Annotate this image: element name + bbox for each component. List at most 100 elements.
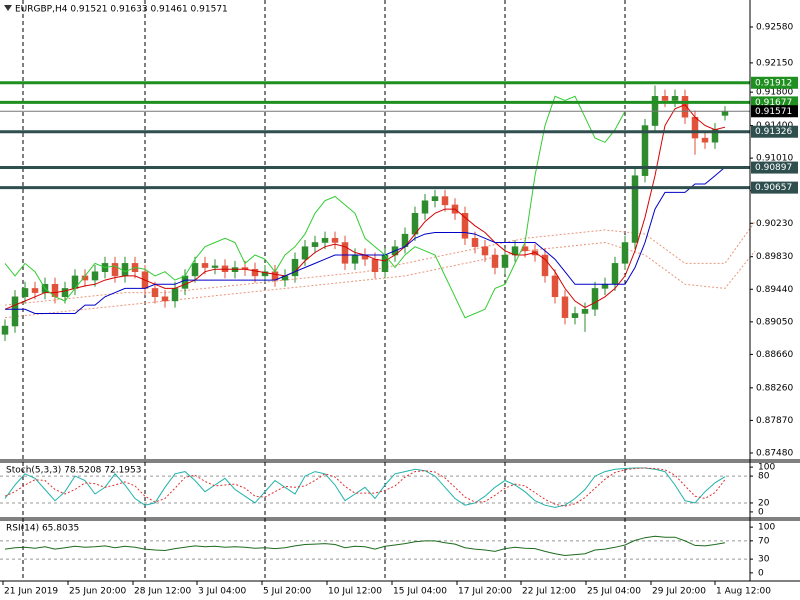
level-label-box [751, 105, 798, 118]
candle-body [371, 258, 379, 272]
candle-body [561, 296, 569, 318]
indicator-title: Stoch(5,3,3) 78.5208 72.1953 [6, 466, 141, 476]
y-tick-label: 0.88660 [756, 350, 793, 360]
y-tick-label: 0.92580 [756, 22, 793, 32]
x-tick-label: 15 Jul 04:00 [393, 587, 447, 597]
candle-body [621, 242, 629, 264]
candle-body [461, 213, 469, 239]
y-tick-label: 100 [758, 523, 775, 533]
x-tick-label: 28 Jun 12:00 [134, 587, 191, 597]
y-tick-label: 0.89440 [756, 285, 793, 295]
candle-body [551, 275, 559, 298]
candle-body [421, 200, 429, 214]
y-tick-label: 30 [758, 555, 770, 565]
level-label: 0.91571 [755, 107, 792, 117]
candle-body [481, 246, 489, 256]
candle-body [611, 263, 619, 285]
candle-body [251, 268, 259, 277]
candle-body [321, 238, 329, 243]
indicator-line [5, 166, 726, 314]
y-tick-label: 0.90230 [756, 219, 793, 229]
level-label-box [751, 181, 798, 194]
x-tick-label: 25 Jun 20:00 [69, 587, 126, 597]
indicator-line [4, 467, 726, 507]
candle-body [671, 96, 679, 101]
candle-body [431, 196, 439, 201]
symbol-icon [4, 5, 12, 11]
y-tick-label: 0.91010 [756, 154, 793, 164]
candle-body [641, 125, 649, 176]
candle-body [261, 271, 269, 277]
candle-body [631, 175, 639, 243]
indicator-line [4, 95, 626, 319]
candle-body [191, 263, 199, 277]
candle-body [341, 242, 349, 264]
candle-body [441, 196, 449, 206]
candle-body [501, 254, 509, 268]
candle-body [601, 284, 609, 289]
candle-body [541, 254, 549, 277]
y-tick-label: 0.92150 [756, 58, 793, 68]
y-tick-label: 0.89830 [756, 252, 793, 262]
plot-layers: 0.925800.921500.918000.914000.910100.906… [0, 5, 798, 597]
candle-body [471, 238, 479, 247]
y-tick-label: 0 [758, 507, 764, 517]
candle-body [491, 254, 499, 268]
indicator-line [4, 535, 726, 557]
level-label-box [751, 76, 798, 89]
candle-body [151, 288, 159, 298]
candle-body [691, 116, 699, 139]
candle-body [581, 309, 589, 314]
y-tick-label: 0.87480 [756, 448, 793, 458]
y-tick-label: 20 [758, 498, 770, 508]
level-label-box [751, 125, 798, 138]
frame [0, 0, 800, 582]
x-tick-label: 22 Jul 12:00 [522, 587, 576, 597]
candle-body [211, 265, 219, 268]
y-tick-label: 0.87870 [756, 416, 793, 426]
candle-body [311, 242, 319, 247]
candle-body [721, 111, 729, 116]
candle-body [91, 271, 99, 281]
indicator-title: RSI(14) 65.8035 [6, 524, 79, 534]
candle-body [21, 288, 29, 298]
level-label: 0.91326 [755, 127, 792, 137]
candle-body [1, 325, 9, 335]
candle-body [171, 288, 179, 302]
level-label: 0.91677 [755, 98, 792, 108]
candle-body [331, 238, 339, 243]
y-tick-label: 0.89050 [756, 317, 793, 327]
candle-body [681, 96, 689, 118]
candle-body [301, 246, 309, 260]
candle-body [201, 263, 209, 268]
candle-body [31, 288, 39, 293]
level-label: 0.91912 [755, 78, 792, 88]
x-tick-label: 17 Jul 20:00 [458, 587, 512, 597]
candle-body [181, 275, 189, 289]
x-tick-label: 10 Jul 12:00 [328, 587, 382, 597]
level-label-box [751, 161, 798, 174]
y-tick-label: 0.88260 [756, 383, 793, 393]
candle-body [111, 263, 119, 277]
candle-body [591, 288, 599, 310]
y-tick-label: 70 [758, 536, 770, 546]
level-label: 0.90657 [755, 183, 792, 193]
x-tick-label: 21 Jun 2019 [4, 587, 58, 597]
x-tick-label: 3 Jul 04:00 [198, 587, 247, 597]
candle-body [291, 258, 299, 277]
x-tick-label: 1 Aug 12:00 [716, 587, 771, 597]
candle-body [571, 313, 579, 318]
candle-body [661, 96, 669, 101]
candle-body [11, 296, 19, 327]
y-tick-label: 0 [758, 568, 764, 578]
chart-title: EURGBP,H4 0.91521 0.91633 0.91461 0.9157… [15, 5, 228, 15]
y-tick-label: 100 [758, 463, 775, 473]
candle-body [161, 296, 169, 302]
level-label: 0.90897 [755, 163, 792, 173]
candle-body [61, 288, 69, 298]
x-tick-label: 5 Jul 20:00 [263, 587, 312, 597]
candle-body [701, 137, 709, 143]
indicator-line [4, 467, 726, 508]
